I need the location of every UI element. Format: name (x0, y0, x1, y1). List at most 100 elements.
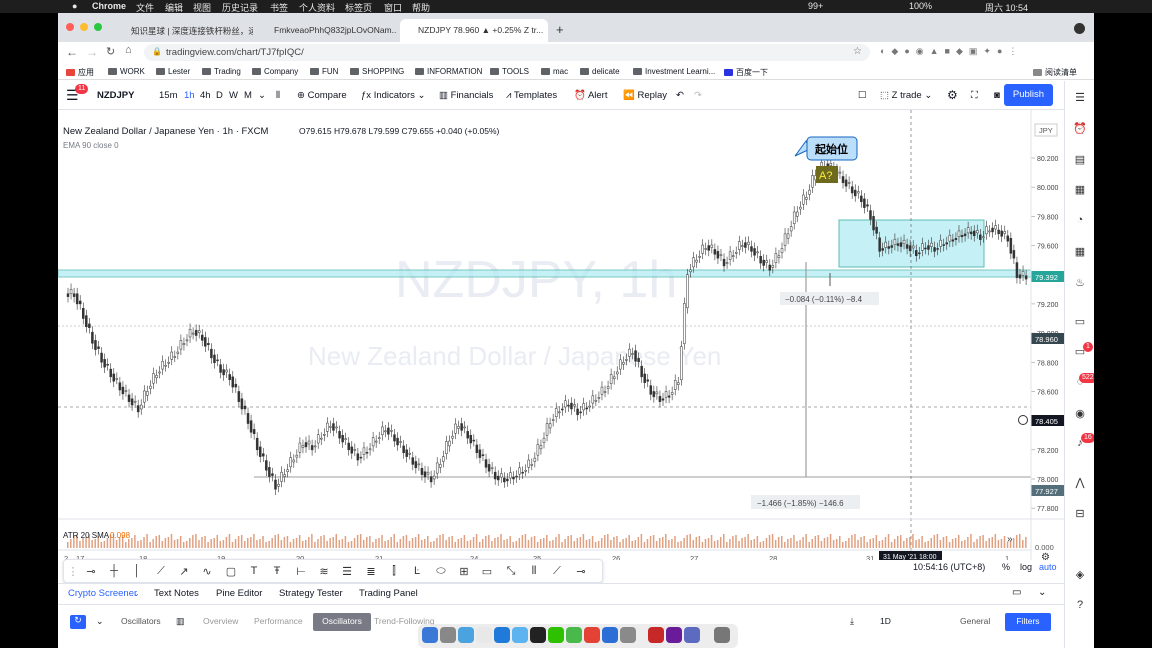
interval-1h[interactable]: 1h (184, 90, 195, 101)
screener-dropdown-icon[interactable]: ⌄ (133, 589, 140, 598)
replay-button[interactable]: ⏪ Replay (623, 90, 668, 101)
camera-icon[interactable]: ◙ (994, 90, 1000, 101)
trash-icon[interactable] (714, 627, 730, 643)
callout-box[interactable] (806, 136, 858, 161)
extension-icons[interactable]: ◐◆●◉▲■◆▣✦●⋮ (880, 46, 1024, 56)
rectangle-icon[interactable]: ▢ (225, 566, 237, 578)
menu-item[interactable]: 书签 (270, 3, 289, 13)
clock[interactable]: 周六 10:54 (985, 3, 1029, 13)
support-zone[interactable] (58, 269, 1032, 278)
currency-box[interactable] (1034, 123, 1058, 137)
battery-level[interactable]: 100% (909, 1, 933, 11)
maximize-panel-icon[interactable]: ▭ (1012, 587, 1022, 598)
undo-icon[interactable]: ↶ (676, 90, 684, 101)
finder-icon[interactable] (422, 627, 438, 643)
watchlist-icon[interactable]: ☰ (1075, 92, 1085, 104)
url-input[interactable]: 🔒 tradingview.com/chart/TJ7fpIQC/ ☆ (144, 44, 870, 61)
calendar-icon[interactable]: ▦ (1074, 246, 1086, 258)
bookmark-folder[interactable]: FUN (310, 67, 338, 76)
menu-item[interactable]: 编辑 (165, 3, 184, 13)
alarm-icon[interactable]: ⏰ (1073, 123, 1087, 135)
horizontal-line-icon[interactable]: ⊸ (576, 566, 586, 578)
safari-icon[interactable] (458, 627, 474, 643)
time-axis[interactable]: 17 18 19 20 21 24 25 26 27 28 31 1 2 (64, 554, 1009, 560)
tab-text-notes[interactable]: Text Notes (154, 588, 199, 599)
menu-item[interactable]: 文件 (136, 3, 155, 13)
tab-search-icon[interactable] (1074, 23, 1085, 34)
horizontal-ray-icon[interactable]: ⊸ (86, 566, 96, 578)
bookmark-folder[interactable]: mac (541, 67, 568, 76)
fib-icon[interactable]: ☰ (342, 566, 352, 578)
bookmark-folder[interactable]: delicate (580, 67, 620, 76)
calendar-clock-icon[interactable]: ◔ (1076, 214, 1084, 226)
drag-handle-icon[interactable]: ⋮ (67, 566, 79, 578)
messages-icon[interactable] (566, 627, 582, 643)
tab-zsxq[interactable]: 知识星球 | 深度连接铁杆粉丝，运... (113, 19, 253, 42)
tab-overview[interactable]: Overview (203, 616, 239, 626)
minimize-window-button[interactable] (80, 23, 88, 31)
bookmark-folder[interactable]: Investment Learni... (633, 67, 715, 76)
ideas-bulb-icon[interactable]: ♨ (1075, 277, 1085, 289)
tab-image[interactable]: FmkveaoPhhQ832jpLOvONam... (256, 19, 396, 42)
system-prefs-icon[interactable] (620, 627, 636, 643)
time-axis-settings-icon[interactable]: ⚙ (1041, 552, 1050, 560)
publish-button[interactable]: Publish (1004, 84, 1053, 106)
trend-line-icon[interactable]: ⟋ (157, 565, 165, 577)
note-box[interactable] (816, 166, 838, 183)
ellipse-icon[interactable]: ⬭ (436, 565, 446, 577)
interval-w[interactable]: W (229, 90, 238, 101)
alert-button[interactable]: ⏰ Alert (574, 90, 608, 101)
bookmark-star-icon[interactable]: ☆ (853, 46, 862, 57)
long-position-icon[interactable]: ⫿ (392, 565, 396, 577)
forward-icon[interactable]: → (86, 45, 98, 59)
fib-extension-icon[interactable]: ≣ (366, 566, 376, 578)
auto-toggle[interactable]: auto (1039, 562, 1057, 572)
add-alert-icon[interactable] (1018, 415, 1028, 425)
collapse-pane-icon[interactable]: » (1007, 534, 1013, 545)
tab-trading-panel[interactable]: Trading Panel (359, 588, 418, 599)
fullscreen-icon[interactable]: ⛶ (971, 90, 978, 101)
close-window-button[interactable] (66, 23, 74, 31)
redo-icon[interactable]: ↷ (694, 90, 702, 101)
path-icon[interactable]: ⤡ (506, 565, 516, 577)
fullscreen-square-icon[interactable]: ☐ (858, 90, 867, 101)
cross-line-icon[interactable]: ┼ (110, 565, 118, 577)
tab-pine-editor[interactable]: Pine Editor (216, 588, 263, 599)
percent-toggle[interactable]: % (1002, 562, 1011, 572)
data-window-icon[interactable]: ▤ (1074, 154, 1086, 166)
text-icon[interactable]: T (250, 565, 258, 577)
tab-trend-following[interactable]: Trend-Following (374, 616, 435, 626)
broadcast-icon[interactable]: ◉ (1075, 408, 1085, 420)
app-icon[interactable] (648, 627, 664, 643)
qq-icon[interactable] (530, 627, 546, 643)
tab-crypto-screener[interactable]: Crypto Screener (68, 588, 138, 599)
chart-type-icon[interactable]: ⫴ (276, 90, 280, 101)
log-toggle[interactable]: log (1020, 562, 1033, 572)
reading-list[interactable]: 阅读清单 (1033, 67, 1077, 78)
curve-icon[interactable]: ∿ (202, 566, 212, 578)
interval-d[interactable]: D (216, 90, 223, 101)
menu-item[interactable]: 窗口 (384, 3, 403, 13)
tab-oscillators[interactable]: Oscillators (313, 613, 371, 631)
legend-ema[interactable]: EMA 90 close 0 (63, 141, 119, 150)
back-icon[interactable]: ← (66, 45, 78, 59)
layout-button[interactable]: ⬚ Z trade ⌄ (880, 90, 933, 101)
interval-15m[interactable]: 15m (159, 90, 178, 101)
layers-icon[interactable]: ◈ (1075, 569, 1085, 581)
bookmark-folder[interactable]: INFORMATION (415, 67, 482, 76)
financials-button[interactable]: ▥ Financials (439, 90, 494, 101)
object-tree-icon[interactable]: ⊟ (1075, 508, 1085, 520)
compare-button[interactable]: ⊕ Compare (297, 90, 347, 101)
chart-pattern-icon[interactable]: ⋀ (1075, 477, 1085, 489)
bookmark-folder[interactable]: Company (252, 67, 298, 76)
help-icon[interactable]: ? (1076, 599, 1084, 611)
download-icon[interactable]: ⤓ (850, 616, 854, 626)
general-select[interactable]: General (960, 616, 991, 626)
chrome-icon[interactable] (584, 627, 600, 643)
reload-icon[interactable]: ↻ (106, 46, 116, 58)
preview-icon[interactable] (602, 627, 618, 643)
vertical-line-icon[interactable]: │ (133, 565, 141, 577)
legend-title[interactable]: New Zealand Dollar / Japanese Yen · 1h ·… (63, 126, 268, 137)
appstore-icon[interactable] (494, 627, 510, 643)
apple-icon[interactable]: ● (72, 1, 78, 11)
